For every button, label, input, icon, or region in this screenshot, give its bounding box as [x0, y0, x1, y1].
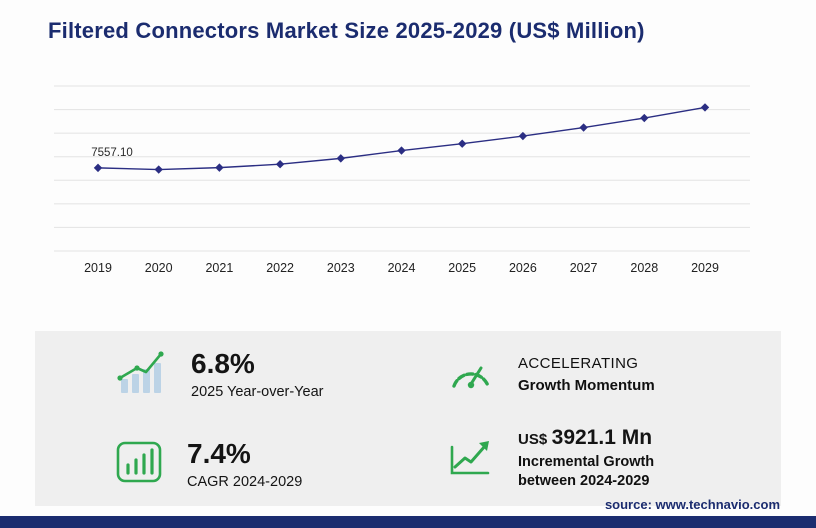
market-line-chart: 2019 2020 2021 2022 2023 2024 2025 2026 2027 2028…: [54, 85, 750, 275]
framed-bar-chart-icon: [115, 440, 163, 489]
stat-incremental-growth: US$ 3921.1 Mn Incremental Growth between…: [448, 426, 655, 490]
x-axis-label: 2026: [509, 261, 537, 275]
x-axis-label: 2022: [266, 261, 294, 275]
data-point: [397, 146, 406, 155]
data-point: [93, 163, 103, 173]
x-axis-label: 2019: [84, 261, 112, 275]
cagr-label: CAGR 2024-2029: [187, 473, 303, 490]
stats-panel: 6.8% 2025 Year-over-Year ACCELERATING Gr…: [35, 331, 781, 506]
series-line: [97, 106, 706, 171]
incremental-label-line2: between 2024-2029: [518, 473, 650, 490]
footer-bar: [0, 516, 816, 528]
incremental-label-line1: Incremental Growth: [518, 454, 655, 471]
stat-cagr: 7.4% CAGR 2024-2029: [115, 438, 303, 490]
page-title: Filtered Connectors Market Size 2025-202…: [48, 18, 645, 43]
x-axis-label: 2029: [691, 261, 719, 275]
data-point: [458, 139, 467, 148]
data-point: [700, 103, 710, 112]
x-axis-label: 2025: [448, 261, 476, 275]
stat-yoy-growth: 6.8% 2025 Year-over-Year: [115, 347, 323, 402]
x-axis-label: 2023: [327, 261, 355, 275]
x-axis-label: 2020: [145, 261, 173, 275]
first-point-value-label: 7557.10: [91, 147, 133, 159]
incremental-value: 3921.1 Mn: [551, 426, 653, 449]
yoy-value: 6.8%: [191, 348, 255, 380]
x-axis-label: 2028: [630, 261, 658, 275]
yoy-label: 2025 Year-over-Year: [191, 383, 324, 400]
speedometer-icon: [448, 353, 494, 396]
momentum-status: ACCELERATING: [518, 355, 639, 372]
data-point: [640, 113, 649, 123]
data-point: [336, 154, 345, 163]
incremental-value-line: US$ 3921.1 Mn: [518, 426, 654, 449]
incremental-currency: US$: [518, 431, 548, 448]
chart-area: 2019 2020 2021 2022 2023 2024 2025 2026 2027 2028…: [50, 76, 760, 281]
data-point: [579, 123, 588, 132]
x-axis-label: 2021: [205, 261, 233, 275]
bar-chart-growth-icon: [115, 347, 167, 402]
stat-momentum-text: ACCELERATING Growth Momentum: [518, 355, 655, 394]
data-point: [154, 165, 163, 174]
stat-yoy-text: 6.8% 2025 Year-over-Year: [191, 348, 324, 400]
momentum-label: Growth Momentum: [518, 377, 655, 394]
data-point: [215, 163, 224, 172]
stat-growth-momentum: ACCELERATING Growth Momentum: [448, 353, 655, 396]
x-axis-label: 2027: [570, 261, 598, 275]
stat-incremental-text: US$ 3921.1 Mn Incremental Growth between…: [518, 426, 655, 490]
cagr-value: 7.4%: [187, 438, 251, 469]
data-point: [518, 131, 528, 141]
stat-cagr-text: 7.4% CAGR 2024-2029: [187, 438, 303, 490]
source-attribution: source: www.technavio.com: [604, 497, 780, 512]
trend-arrow-icon: [448, 435, 494, 482]
x-axis-label: 2024: [388, 261, 416, 275]
data-point: [275, 160, 285, 169]
